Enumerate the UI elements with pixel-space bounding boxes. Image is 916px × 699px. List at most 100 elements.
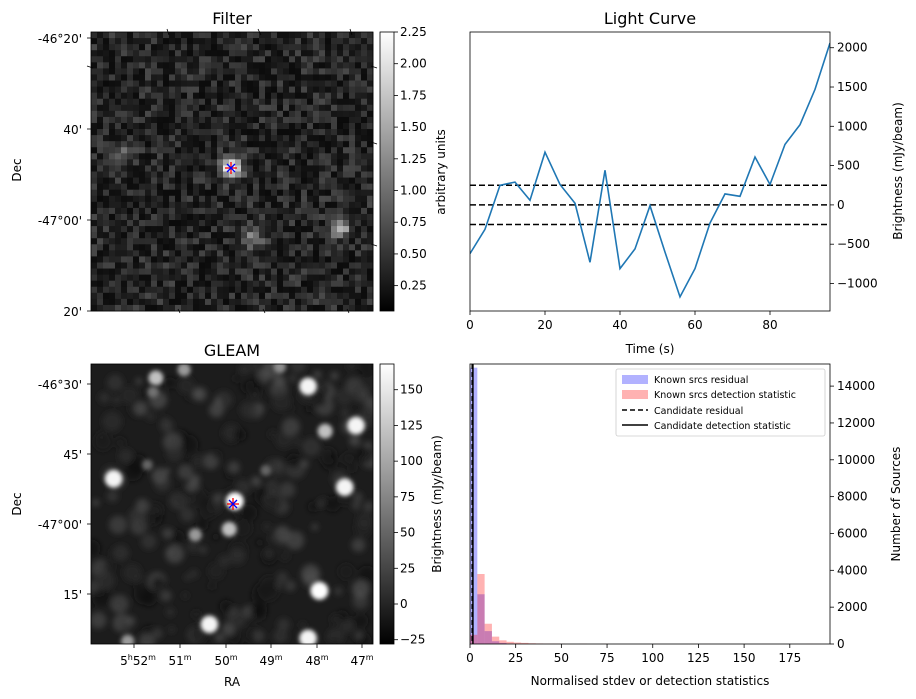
filter-pixel bbox=[181, 262, 188, 269]
filter-pixel bbox=[247, 98, 254, 106]
filter-pixel bbox=[205, 86, 212, 94]
filter-pixel bbox=[199, 220, 206, 227]
filter-pixel bbox=[367, 250, 374, 257]
filter-pixel bbox=[325, 104, 332, 112]
filter-pixel bbox=[349, 304, 356, 312]
filter-pixel bbox=[97, 207, 104, 215]
filter-pixel bbox=[91, 86, 98, 94]
filter-pixel bbox=[199, 292, 206, 300]
filter-pixel bbox=[199, 129, 206, 136]
filter-pixel bbox=[91, 286, 98, 294]
filter-pixel bbox=[235, 256, 242, 263]
filter-pixel bbox=[367, 220, 374, 227]
filter-pixel bbox=[193, 238, 200, 245]
filter-pixel bbox=[235, 50, 242, 57]
filter-pixel bbox=[289, 298, 296, 306]
gleam-colorbar-gradient bbox=[379, 363, 395, 645]
filter-pixel bbox=[175, 32, 182, 39]
filter-pixel bbox=[109, 298, 116, 306]
diffuse-blob bbox=[165, 607, 175, 617]
filter-pixel bbox=[217, 80, 224, 87]
filter-pixel bbox=[139, 256, 146, 263]
filter-pixel bbox=[337, 159, 344, 166]
filter-pixel bbox=[277, 286, 284, 294]
filter-pixel bbox=[337, 244, 344, 251]
filter-pixel bbox=[235, 80, 242, 87]
filter-pixel bbox=[91, 274, 98, 282]
filter-pixel bbox=[127, 147, 134, 154]
filter-pixel bbox=[181, 195, 188, 203]
filter-pixel bbox=[325, 189, 332, 197]
filter-pixel bbox=[301, 165, 308, 172]
filter-pixel bbox=[283, 232, 290, 239]
filter-pixel bbox=[127, 213, 134, 221]
filter-pixel bbox=[319, 38, 326, 45]
filter-pixel bbox=[199, 74, 206, 81]
filter-pixel bbox=[247, 238, 254, 245]
filter-pixel bbox=[175, 135, 182, 142]
filter-pixel bbox=[175, 147, 182, 154]
filter-pixel bbox=[277, 74, 284, 81]
filter-pixel bbox=[121, 165, 128, 172]
filter-pixel bbox=[313, 292, 320, 300]
filter-pixel bbox=[283, 183, 290, 191]
diffuse-blob bbox=[212, 533, 220, 541]
filter-pixel bbox=[295, 74, 302, 81]
filter-pixel bbox=[349, 110, 356, 118]
filter-pixel bbox=[325, 153, 332, 160]
filter-pixel bbox=[361, 268, 368, 276]
filter-pixel bbox=[217, 104, 224, 112]
filter-pixel bbox=[91, 159, 98, 166]
filter-pixel bbox=[151, 286, 158, 294]
filter-pixel bbox=[235, 304, 242, 312]
filter-pixel bbox=[235, 238, 242, 245]
filter-pixel bbox=[211, 110, 218, 118]
diffuse-blob bbox=[288, 374, 297, 383]
filter-pixel bbox=[241, 165, 248, 172]
filter-pixel bbox=[313, 220, 320, 227]
filter-pixel bbox=[175, 250, 182, 257]
filter-pixel bbox=[157, 250, 164, 257]
filter-pixel bbox=[127, 56, 134, 63]
residual-bar bbox=[491, 641, 500, 644]
filter-pixel bbox=[157, 201, 164, 209]
filter-pixel bbox=[271, 32, 278, 39]
filter-pixel bbox=[319, 292, 326, 300]
filter-pixel bbox=[289, 171, 296, 178]
filter-pixel bbox=[301, 213, 308, 221]
filter-pixel bbox=[217, 213, 224, 221]
filter-pixel bbox=[103, 298, 110, 306]
diffuse-blob bbox=[307, 501, 319, 513]
filter-pixel bbox=[103, 304, 110, 312]
diffuse-blob bbox=[330, 638, 340, 644]
filter-pixel bbox=[139, 304, 146, 312]
filter-pixel bbox=[259, 86, 266, 94]
filter-pixel bbox=[331, 116, 338, 124]
filter-pixel bbox=[283, 80, 290, 87]
filter-pixel bbox=[121, 32, 128, 39]
filter-pixel bbox=[157, 220, 164, 227]
filter-pixel bbox=[139, 32, 146, 39]
filter-pixel bbox=[103, 32, 110, 39]
filter-pixel bbox=[217, 153, 224, 160]
filter-pixel bbox=[163, 147, 170, 154]
filter-pixel bbox=[247, 201, 254, 209]
filter-pixel bbox=[331, 238, 338, 245]
diffuse-blob bbox=[352, 502, 361, 511]
filter-pixel bbox=[115, 195, 122, 203]
filter-pixel bbox=[277, 147, 284, 154]
filter-pixel bbox=[235, 207, 242, 215]
filter-pixel bbox=[289, 256, 296, 263]
filter-pixel bbox=[199, 141, 206, 148]
filter-pixel bbox=[157, 104, 164, 112]
filter-pixel bbox=[283, 220, 290, 227]
filter-pixel bbox=[121, 74, 128, 81]
filter-pixel bbox=[163, 159, 170, 166]
filter-pixel bbox=[169, 226, 176, 233]
filter-pixel bbox=[175, 262, 182, 269]
filter-pixel bbox=[181, 98, 188, 106]
filter-pixel bbox=[349, 92, 356, 100]
filter-pixel bbox=[151, 147, 158, 154]
filter-pixel bbox=[289, 147, 296, 154]
diffuse-blob bbox=[351, 384, 371, 404]
